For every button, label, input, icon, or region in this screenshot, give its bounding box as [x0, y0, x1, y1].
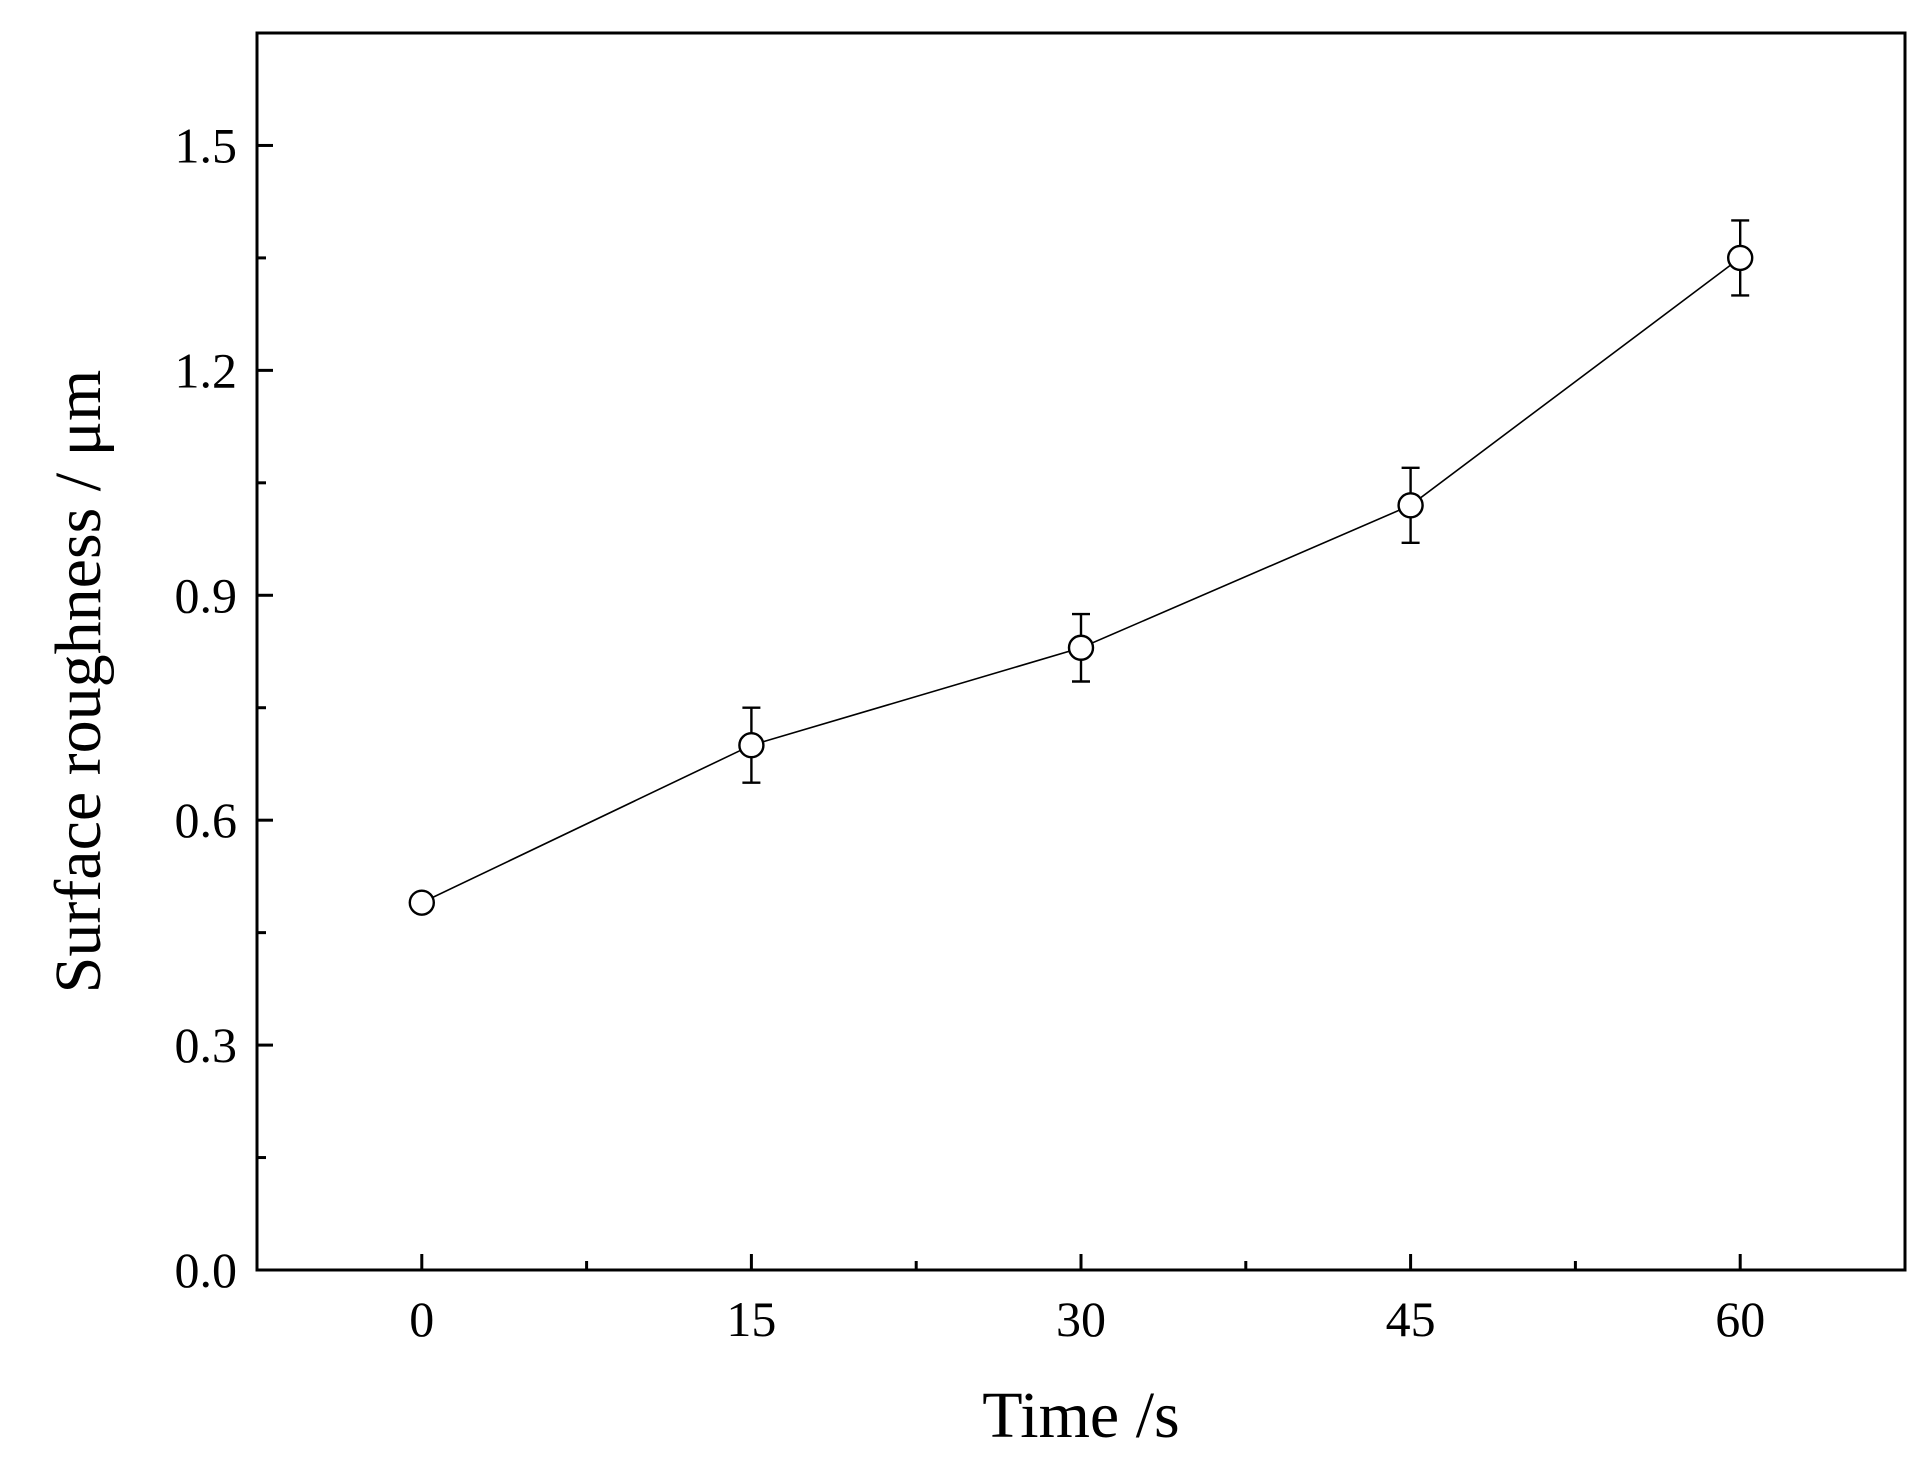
x-tick-label: 45 [1386, 1291, 1436, 1347]
y-tick-label: 0.9 [175, 567, 238, 623]
x-axis-ticks: 0 15 30 45 60 [409, 1254, 1765, 1347]
y-tick-label: 1.2 [175, 342, 238, 398]
y-axis-ticks: 0.0 0.3 0.6 0.9 1.2 1.5 [175, 117, 273, 1298]
x-tick-label: 15 [726, 1291, 776, 1347]
data-point [1726, 244, 1754, 272]
y-tick-label: 0.6 [175, 792, 238, 848]
data-point [1067, 634, 1095, 661]
x-axis-title: Time /s [982, 1379, 1179, 1452]
x-tick-label: 60 [1715, 1291, 1765, 1347]
x-tick-label: 30 [1056, 1291, 1106, 1347]
y-tick-label: 0.3 [175, 1017, 238, 1073]
y-axis-title: Surface roughness / μm [42, 370, 115, 994]
data-point [408, 889, 435, 916]
series-line [421, 257, 1741, 904]
data-point [738, 732, 765, 759]
series-layer [408, 219, 1754, 916]
x-tick-label: 0 [409, 1291, 434, 1347]
y-tick-label: 1.5 [175, 117, 238, 173]
data-point [1397, 492, 1424, 519]
y-tick-label: 0.0 [175, 1242, 238, 1298]
